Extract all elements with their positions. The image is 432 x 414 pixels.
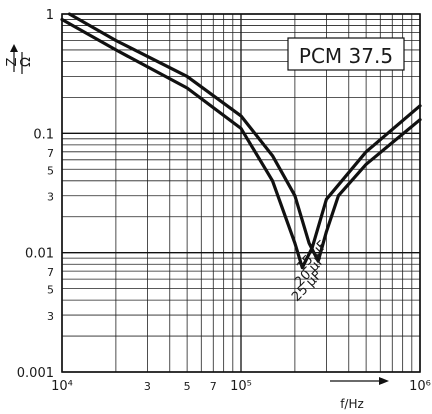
x-tick-label: 7 <box>210 380 217 393</box>
y-axis-arrow <box>10 44 18 72</box>
x-axis-label: f/Hz <box>340 397 364 411</box>
y-axis-label-denominator: Ω <box>19 57 34 67</box>
impedance-curve-1 <box>60 17 422 270</box>
tick-labels: 10⁴ 3 5 7 10⁵ 10⁶ 0.001 3 5 7 0.01 3 5 7 0.1 1 <box>17 8 431 394</box>
y-axis-label-numerator: Z <box>5 57 20 66</box>
y-tick-label: 7 <box>47 266 54 279</box>
grid <box>61 13 421 373</box>
y-tick-label: 7 <box>47 147 54 160</box>
x-tick-label: 3 <box>144 380 151 393</box>
x-tick-label: 10⁴ <box>51 379 73 394</box>
y-tick-label: 5 <box>47 164 54 177</box>
y-tick-label: 3 <box>47 191 54 204</box>
y-tick-label: 5 <box>47 284 54 297</box>
y-tick-label: 3 <box>47 310 54 323</box>
y-tick-label: 1 <box>46 8 54 23</box>
x-tick-label: 10⁵ <box>230 379 252 394</box>
x-tick-label: 10⁶ <box>409 379 431 394</box>
x-tick-label: 5 <box>184 380 191 393</box>
y-tick-label: 0.001 <box>17 366 54 381</box>
chart-title: PCM 37.5 <box>299 44 393 68</box>
impedance-curve-2 <box>67 12 422 263</box>
x-axis-arrow <box>330 377 389 385</box>
title-box <box>287 37 405 71</box>
curves <box>60 12 422 270</box>
plot-frame <box>61 13 421 373</box>
y-tick-label: 0.1 <box>33 127 54 142</box>
y-tick-label: 0.01 <box>25 247 54 262</box>
